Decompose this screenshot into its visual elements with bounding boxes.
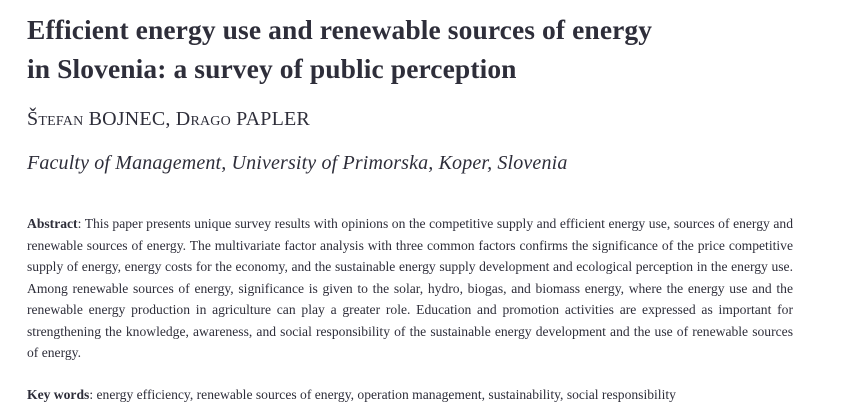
author-separator: , — [165, 108, 176, 130]
author-2-family-name: PAPLER — [236, 108, 310, 130]
title-line-2: in Slovenia: a survey of public percepti… — [27, 53, 517, 84]
author-1-given-name: Štefan — [27, 108, 84, 130]
keywords: Key words: energy efficiency, renewable … — [27, 384, 827, 405]
abstract: Abstract: This paper presents unique sur… — [27, 213, 793, 364]
author-2: Drago PAPLER — [176, 108, 310, 130]
title-line-1: Efficient energy use and renewable sourc… — [27, 14, 653, 45]
keywords-label: Key words — [27, 387, 90, 402]
author-1: Štefan BOJNEC — [27, 108, 165, 130]
abstract-label: Abstract — [27, 216, 78, 231]
keywords-text: energy efficiency, renewable sources of … — [96, 387, 676, 402]
author-affiliation: Faculty of Management, University of Pri… — [27, 152, 568, 174]
abstract-label-separator: : — [77, 216, 85, 231]
abstract-text: This paper presents unique survey result… — [27, 216, 793, 360]
author-2-given-name: Drago — [175, 108, 231, 130]
author-list: Štefan BOJNEC, Drago PAPLER — [27, 106, 310, 132]
paper-title: Efficient energy use and renewable sourc… — [27, 10, 827, 88]
author-1-family-name: BOJNEC — [88, 108, 166, 130]
keywords-label-separator: : — [89, 387, 97, 402]
